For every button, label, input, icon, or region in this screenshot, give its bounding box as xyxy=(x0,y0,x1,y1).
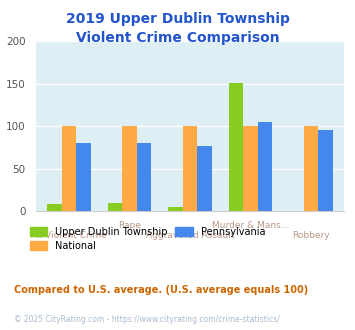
Text: Robbery: Robbery xyxy=(292,231,330,240)
Bar xyxy=(318,130,333,211)
Bar xyxy=(197,146,212,211)
Bar xyxy=(137,143,151,211)
Bar xyxy=(47,204,61,211)
Text: Violent Crime Comparison: Violent Crime Comparison xyxy=(76,31,279,45)
Bar xyxy=(168,207,183,211)
Text: Aggravated Assault: Aggravated Assault xyxy=(146,231,234,240)
Bar xyxy=(61,126,76,211)
Text: 2019 Upper Dublin Township: 2019 Upper Dublin Township xyxy=(66,12,289,25)
Text: Rape: Rape xyxy=(118,220,141,230)
Text: Murder & Mans...: Murder & Mans... xyxy=(212,220,289,230)
Text: © 2025 CityRating.com - https://www.cityrating.com/crime-statistics/: © 2025 CityRating.com - https://www.city… xyxy=(14,315,280,324)
Bar xyxy=(183,126,197,211)
Bar xyxy=(122,126,137,211)
Bar xyxy=(76,143,91,211)
Bar xyxy=(243,126,258,211)
Bar xyxy=(258,122,272,211)
Bar xyxy=(108,203,122,211)
Text: All Violent Crime: All Violent Crime xyxy=(31,231,107,240)
Legend: Upper Dublin Township, National, Pennsylvania: Upper Dublin Township, National, Pennsyl… xyxy=(30,227,265,251)
Bar xyxy=(229,83,243,211)
Bar xyxy=(304,126,318,211)
Text: Compared to U.S. average. (U.S. average equals 100): Compared to U.S. average. (U.S. average … xyxy=(14,285,308,295)
